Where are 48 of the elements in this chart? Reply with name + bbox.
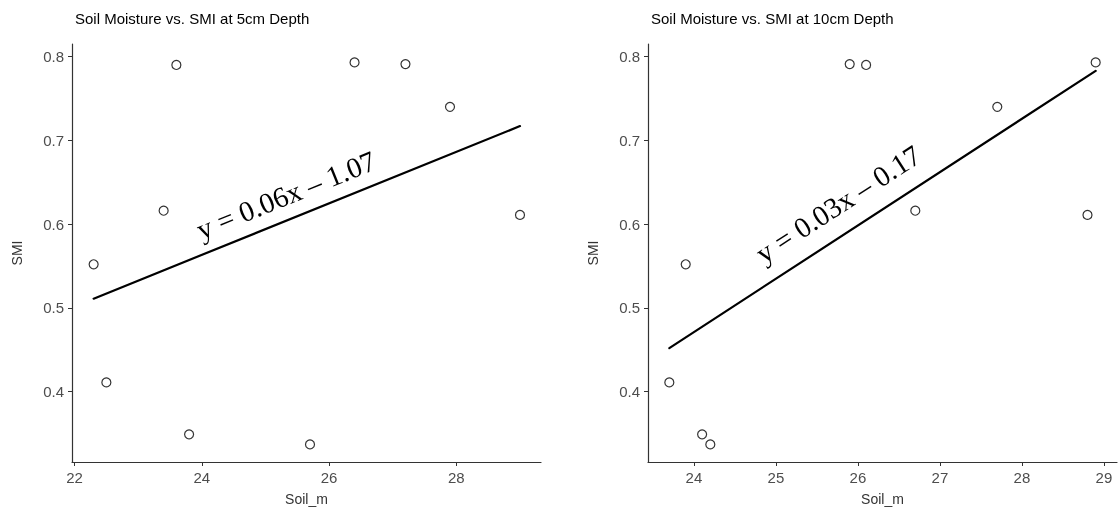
point (1082, 209, 1093, 220)
y-tick-label: 0.8 (619, 48, 640, 66)
point (705, 439, 716, 450)
point (184, 429, 195, 440)
y-tick-label: 0.6 (43, 215, 64, 233)
x-axis-title: Soil_m (285, 491, 328, 507)
point (101, 377, 112, 388)
point (304, 439, 316, 450)
x-axis-title: Soil_m (861, 491, 904, 507)
point (1090, 57, 1101, 68)
point (400, 59, 411, 70)
y-tick-label: 0.6 (619, 215, 640, 233)
y-tick-label: 0.7 (43, 131, 64, 149)
chart-title: Soil Moisture vs. SMI at 5cm Depth (75, 10, 310, 27)
y-tick-label: 0.5 (43, 299, 64, 317)
y-axis-title: SMI (9, 240, 25, 266)
point (861, 59, 872, 71)
x-tick-label: 22 (66, 469, 83, 486)
y-tick-label: 0.8 (43, 48, 64, 66)
x-tick-label: 26 (320, 469, 338, 486)
x-tick-label: 25 (767, 469, 785, 486)
annotation: y = 0.03x – 0.17 (749, 138, 927, 270)
chart-title: Soil Moisture vs. SMI at 10cm Depth (651, 10, 894, 27)
x-tick-label: 24 (193, 469, 211, 486)
x-tick-label: 28 (448, 469, 465, 486)
x-tick-label: 26 (849, 469, 867, 486)
point (158, 205, 169, 216)
x-tick-label: 24 (685, 469, 703, 486)
x-tick-label: 27 (931, 469, 949, 486)
point (349, 57, 360, 68)
point (910, 205, 921, 216)
point (664, 377, 675, 388)
point (844, 59, 855, 70)
annotation: y = 0.06x – 1.07 (191, 144, 381, 246)
y-tick-label: 0.4 (43, 383, 64, 401)
y-tick-label: 0.4 (619, 383, 640, 401)
x-tick-label: 28 (1013, 469, 1031, 486)
point (171, 59, 182, 71)
y-tick-label: 0.5 (619, 299, 640, 317)
y-tick-label: 0.7 (619, 131, 640, 149)
point (514, 209, 526, 220)
point (680, 259, 691, 270)
y-axis-title: SMI (585, 240, 601, 266)
point (697, 429, 708, 440)
point (88, 259, 99, 270)
x-tick-label: 29 (1095, 469, 1113, 486)
point (444, 101, 456, 112)
point (992, 101, 1003, 112)
